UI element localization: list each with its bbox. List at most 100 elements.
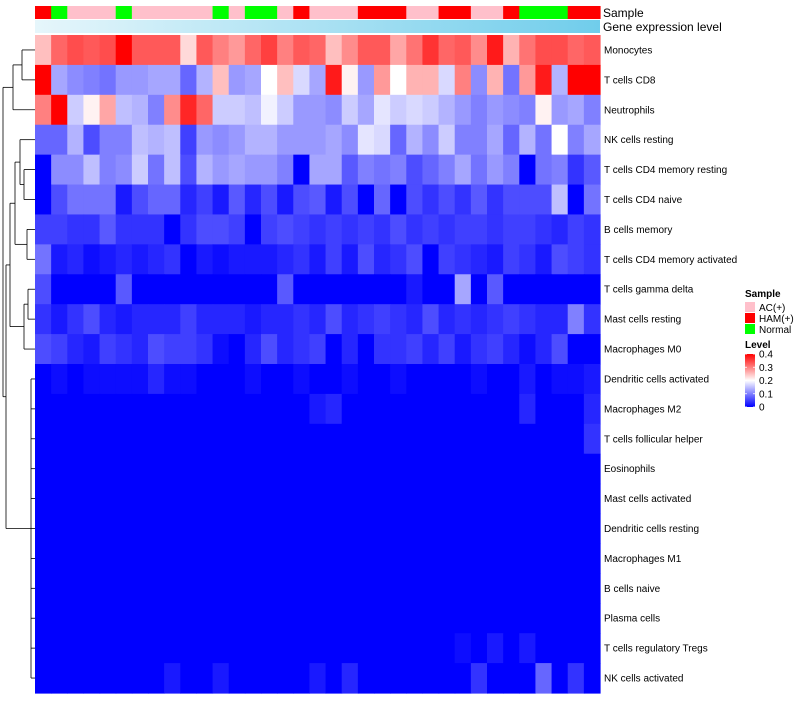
heatmap-cell xyxy=(341,633,359,664)
heatmap-cell xyxy=(390,393,407,425)
heatmap-cell xyxy=(487,154,504,186)
heatmap-cell xyxy=(115,364,133,395)
heatmap-cell xyxy=(293,304,311,335)
heatmap-cell xyxy=(83,603,101,634)
row-dendrogram xyxy=(2,49,35,679)
heatmap-cell xyxy=(180,244,198,275)
heatmap-cell xyxy=(583,364,601,395)
heatmap-cell xyxy=(567,513,585,545)
heatmap-cell xyxy=(244,184,262,216)
heatmap-cell xyxy=(115,94,133,126)
row-label: B cells naive xyxy=(604,584,661,595)
heatmap-cell xyxy=(164,124,181,156)
sample-legend-label: AC(+) xyxy=(759,303,785,314)
heatmap-cell xyxy=(438,214,456,245)
heatmap-cell xyxy=(406,453,424,485)
heatmap-cell xyxy=(454,64,472,96)
heatmap-cell xyxy=(519,423,537,455)
row-label: Mast cells resting xyxy=(604,315,681,326)
heatmap-cell xyxy=(390,184,407,216)
heatmap-cell xyxy=(83,94,101,126)
heatmap-cell xyxy=(83,124,101,156)
heatmap-cell xyxy=(99,663,117,694)
heatmap-cell xyxy=(519,154,537,186)
heatmap-cell xyxy=(293,573,311,604)
heatmap-cell xyxy=(115,35,133,66)
sample-annotation-cell xyxy=(148,6,165,19)
heatmap-cell xyxy=(35,453,52,485)
heatmap-cell xyxy=(470,453,488,485)
heatmap-cell xyxy=(277,154,294,186)
heatmap-cell xyxy=(293,393,311,425)
heatmap-cell xyxy=(35,573,52,604)
heatmap-cell xyxy=(148,603,165,634)
heatmap-cell xyxy=(487,334,504,365)
heatmap-cell xyxy=(35,334,52,365)
heatmap-cell xyxy=(67,94,85,126)
heatmap-cell xyxy=(293,423,311,455)
heatmap-cell xyxy=(35,393,52,425)
heatmap-cell xyxy=(115,184,133,216)
heatmap-cell xyxy=(99,393,117,425)
heatmap-cell xyxy=(374,483,391,515)
sample-legend: Sample AC(+)HAM(+)Normal xyxy=(745,289,794,336)
heatmap-cell xyxy=(83,244,101,275)
heatmap-cell xyxy=(196,184,214,216)
heatmap-cell xyxy=(422,423,440,455)
heatmap-cell xyxy=(567,573,585,604)
heatmap-cell xyxy=(244,214,262,245)
heatmap-cell xyxy=(228,453,246,485)
heatmap-cell xyxy=(341,364,359,395)
heatmap-cell xyxy=(357,244,375,275)
heatmap-cell xyxy=(148,64,165,96)
heatmap-cell xyxy=(309,274,327,305)
heatmap-cell xyxy=(196,603,214,634)
heatmap-cell xyxy=(470,304,488,335)
heatmap-cell xyxy=(277,573,294,604)
heatmap-cell xyxy=(293,214,311,245)
heatmap-cell xyxy=(277,393,294,425)
heatmap-cell xyxy=(325,214,343,245)
heatmap-cell xyxy=(487,603,504,634)
heatmap-cell xyxy=(390,64,407,96)
heatmap-cell xyxy=(67,184,85,216)
heatmap-cell xyxy=(244,154,262,186)
heatmap-cell xyxy=(406,573,424,604)
heatmap-cell xyxy=(438,393,456,425)
heatmap-cell xyxy=(115,393,133,425)
heatmap-cell xyxy=(503,154,520,186)
heatmap-cell xyxy=(51,663,68,694)
heatmap-cell xyxy=(99,334,117,365)
heatmap-cell xyxy=(470,94,488,126)
heatmap-cell xyxy=(535,453,553,485)
heatmap-cell xyxy=(212,154,230,186)
heatmap-cell xyxy=(83,364,101,395)
heatmap-cell xyxy=(228,543,246,574)
heatmap-cell xyxy=(309,633,327,664)
heatmap-cell xyxy=(196,214,214,245)
heatmap-cell xyxy=(228,94,246,126)
row-label: Macrophages M0 xyxy=(604,345,682,356)
heatmap-cell xyxy=(131,453,149,485)
heatmap-cell xyxy=(535,543,553,574)
heatmap-cell xyxy=(438,573,456,604)
heatmap-cell xyxy=(244,423,262,455)
heatmap-cell xyxy=(487,663,504,694)
heatmap-cell xyxy=(470,364,488,395)
heatmap-cell xyxy=(583,663,601,694)
heatmap-cell xyxy=(519,543,537,574)
heatmap-cell xyxy=(196,393,214,425)
heatmap-cell xyxy=(390,244,407,275)
heatmap-cell xyxy=(583,274,601,305)
heatmap-cell xyxy=(454,483,472,515)
heatmap-cell xyxy=(309,543,327,574)
heatmap-cell xyxy=(374,453,391,485)
sample-annotation-cell xyxy=(51,6,68,19)
heatmap-cell xyxy=(51,543,68,574)
heatmap-cell xyxy=(99,573,117,604)
heatmap-cell xyxy=(277,603,294,634)
heatmap-cell xyxy=(583,94,601,126)
row-label: T cells CD4 memory resting xyxy=(604,165,727,176)
heatmap-cell xyxy=(196,423,214,455)
heatmap-cell xyxy=(131,244,149,275)
